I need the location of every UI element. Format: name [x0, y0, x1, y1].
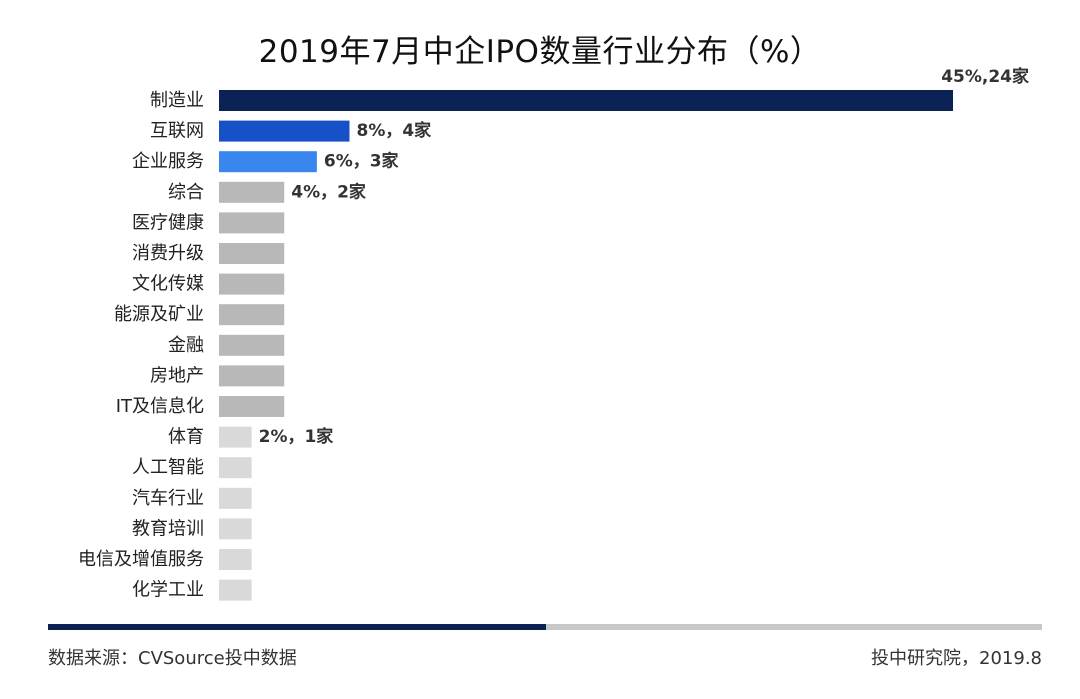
bar: [219, 334, 285, 356]
bar: [219, 457, 252, 479]
category-label: 房地产: [150, 365, 204, 386]
bar: [219, 90, 953, 111]
value-label: 45%,24家: [941, 66, 1029, 87]
category-label: 化学工业: [132, 580, 204, 601]
bar: [219, 243, 285, 264]
category-label: 消费升级: [132, 243, 204, 264]
category-label: 制造业: [150, 90, 204, 111]
bar: [219, 212, 285, 234]
value-label: 6%，3家: [324, 151, 399, 172]
footer-divider: [48, 624, 1042, 630]
category-label: 人工智能: [132, 457, 204, 478]
bar: [219, 518, 252, 540]
bar: [219, 273, 285, 295]
bar: [219, 549, 252, 570]
bar: [219, 304, 285, 326]
bar: [219, 579, 252, 601]
category-label: 企业服务: [132, 151, 204, 172]
data-source-note: 数据来源：CVSource投中数据: [48, 648, 297, 669]
bar: [219, 487, 252, 509]
bar: [219, 120, 350, 142]
category-label: 能源及矿业: [114, 304, 204, 325]
category-label: 医疗健康: [132, 212, 204, 233]
footer-divider-accent: [48, 624, 546, 630]
category-label: 教育培训: [132, 518, 204, 539]
chart-title: 2019年7月中企IPO数量行业分布（%）: [258, 34, 822, 70]
value-label: 2%，1家: [259, 426, 334, 447]
value-label: 8%，4家: [356, 120, 431, 141]
bar: [219, 181, 285, 203]
publisher-credit: 投中研究院，2019.8: [871, 648, 1042, 669]
category-label: 电信及增值服务: [78, 549, 204, 570]
bar: [219, 151, 317, 173]
category-label: 金融: [168, 335, 204, 356]
bar: [219, 426, 252, 448]
value-label: 4%，2家: [291, 181, 366, 202]
category-label: 汽车行业: [132, 488, 204, 509]
bar: [219, 365, 285, 387]
bar: [219, 396, 285, 417]
category-label: IT及信息化: [116, 396, 204, 417]
category-label: 体育: [168, 427, 204, 448]
category-label: 综合: [168, 182, 204, 203]
category-label: 文化传媒: [132, 274, 204, 295]
category-label: 互联网: [150, 121, 204, 142]
